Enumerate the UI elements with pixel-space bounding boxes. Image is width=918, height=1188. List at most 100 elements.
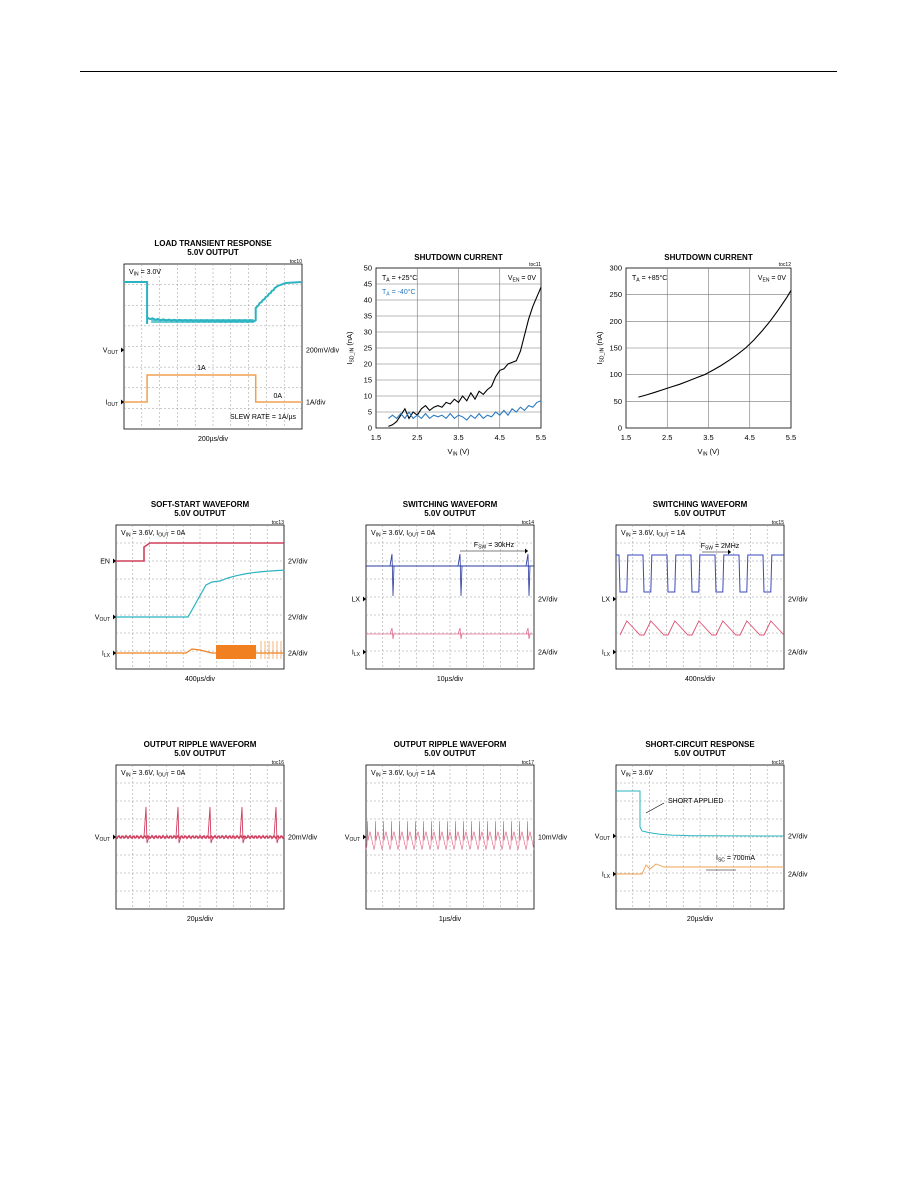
toc-label: toc17 [522, 760, 534, 766]
condition-label: VIN = 3.6V, IOUT = 0A [121, 530, 186, 539]
time-div-label: 20µs/div [187, 916, 214, 923]
y-axis-label: ISD_IN (nA) [595, 331, 606, 365]
time-div-label: 400ns/div [685, 676, 715, 683]
ilx-channel-label: ILX [102, 651, 111, 660]
ilx-scale-label: 2A/div [288, 651, 308, 658]
time-div-label: 20µs/div [687, 916, 714, 923]
condition-label: VIN = 3.6V, IOUT = 1A [371, 770, 436, 779]
load-step-low-label: 0A [273, 393, 282, 400]
chart-subtitle: 5.0V OUTPUT [187, 248, 239, 257]
time-div-label: 400µs/div [185, 676, 216, 683]
short-applied-arrow [645, 802, 665, 814]
y-tick-label: 35 [364, 312, 372, 321]
lx-spike [525, 553, 531, 597]
y-axis-label: ISD_IN (nA) [345, 331, 356, 365]
ilx-trace [616, 863, 784, 875]
vout-scale-label: 10mV/div [538, 835, 568, 842]
iout-channel-label-marker [121, 399, 124, 405]
time-div-label: 200µs/div [198, 436, 229, 443]
y-tick-label: 250 [609, 290, 622, 299]
toc-label: toc12 [779, 262, 791, 268]
vout-channel-label: VOUT [345, 835, 360, 844]
condition-label: VIN = 3.6V, IOUT = 0A [121, 770, 186, 779]
en-channel-label: EN [100, 559, 110, 566]
x-axis-label: VIN (V) [697, 447, 720, 458]
y-tick-label: 300 [609, 264, 622, 273]
toc-label: toc15 [772, 520, 784, 526]
time-div-label: 1µs/div [439, 916, 462, 923]
ilx-channel-label-marker [613, 871, 616, 877]
x-axis-label: VIN (V) [447, 447, 470, 458]
toc-label: toc14 [522, 520, 534, 526]
chart-title: SHUTDOWN CURRENT [414, 253, 503, 262]
series-line [388, 400, 542, 421]
lx-spike [457, 553, 463, 597]
en-trace [116, 542, 284, 562]
chart-subtitle: 5.0V OUTPUT [174, 749, 226, 758]
y-tick-label: 50 [364, 264, 372, 273]
vout-channel-label: VOUT [103, 348, 118, 357]
vout-noise-band [151, 319, 254, 323]
chart-subtitle: 5.0V OUTPUT [674, 509, 726, 518]
vout-channel-label: VOUT [595, 834, 610, 843]
chart-title: LOAD TRANSIENT RESPONSE [154, 239, 272, 248]
vout-channel-label: VOUT [95, 615, 110, 624]
vout-ripple-spike [175, 806, 182, 844]
chart-title: SHUTDOWN CURRENT [664, 253, 753, 262]
chart-subtitle: 5.0V OUTPUT [674, 749, 726, 758]
x-tick-label: 2.5 [412, 433, 422, 442]
frequency-label: FSW = 2MHz [701, 543, 740, 552]
vout-scale-label: 20mV/div [288, 835, 318, 842]
condition-label: VEN = 0V [508, 275, 536, 284]
y-tick-label: 40 [364, 296, 372, 305]
y-tick-label: 45 [364, 280, 372, 289]
toc-label: toc10 [290, 259, 302, 265]
vout-scale-label: 200mV/div [306, 348, 340, 355]
vout-channel-label-marker [121, 347, 124, 353]
en-scale-label: 2V/div [288, 559, 308, 566]
x-tick-label: 5.5 [536, 433, 546, 442]
y-tick-label: 30 [364, 328, 372, 337]
condition-label: VEN = 0V [758, 275, 786, 284]
series-line [638, 290, 792, 398]
vout-scale-label: 2V/div [788, 834, 808, 841]
x-tick-label: 5.5 [786, 433, 796, 442]
ilx-scale-label: 2A/div [788, 872, 808, 879]
lx-spike [389, 553, 395, 597]
ilx-scale-label: 2A/div [538, 650, 558, 657]
ilx-channel-label-marker [613, 649, 616, 655]
legend-entry: TA = +25°C [382, 274, 417, 284]
y-tick-label: 20 [364, 360, 372, 369]
period-arrow-head [728, 549, 731, 555]
ilx-channel-label: ILX [602, 650, 611, 659]
vout-ripple-spike [143, 806, 150, 844]
vout-trace [365, 820, 535, 850]
ilx-trace [619, 620, 785, 636]
condition-label: VIN = 3.6V, IOUT = 1A [621, 530, 686, 539]
lx-channel-label: LX [601, 597, 610, 604]
period-arrow-head [525, 548, 528, 554]
load-step-high-label: 1A [197, 365, 206, 372]
y-tick-label: 0 [368, 424, 372, 433]
short-applied-label: SHORT APPLIED [668, 798, 723, 805]
chart-title: SWITCHING WAVEFORM [653, 500, 748, 509]
lx-channel-label-marker [613, 596, 616, 602]
condition-label: VIN = 3.6V [621, 770, 653, 779]
x-tick-label: 3.5 [703, 433, 713, 442]
ilx-channel-label: ILX [352, 650, 361, 659]
toc-label: toc16 [272, 760, 284, 766]
chart-subtitle: 5.0V OUTPUT [424, 749, 476, 758]
chart-subtitle: 5.0V OUTPUT [174, 509, 226, 518]
x-tick-label: 1.5 [371, 433, 381, 442]
x-tick-label: 4.5 [745, 433, 755, 442]
chart-title: SOFT-START WAVEFORM [151, 500, 250, 509]
ilx-spike [525, 627, 531, 640]
short-circuit-current-label: ISC = 700mA [716, 855, 755, 864]
chart-subtitle: 5.0V OUTPUT [424, 509, 476, 518]
y-tick-label: 10 [364, 392, 372, 401]
